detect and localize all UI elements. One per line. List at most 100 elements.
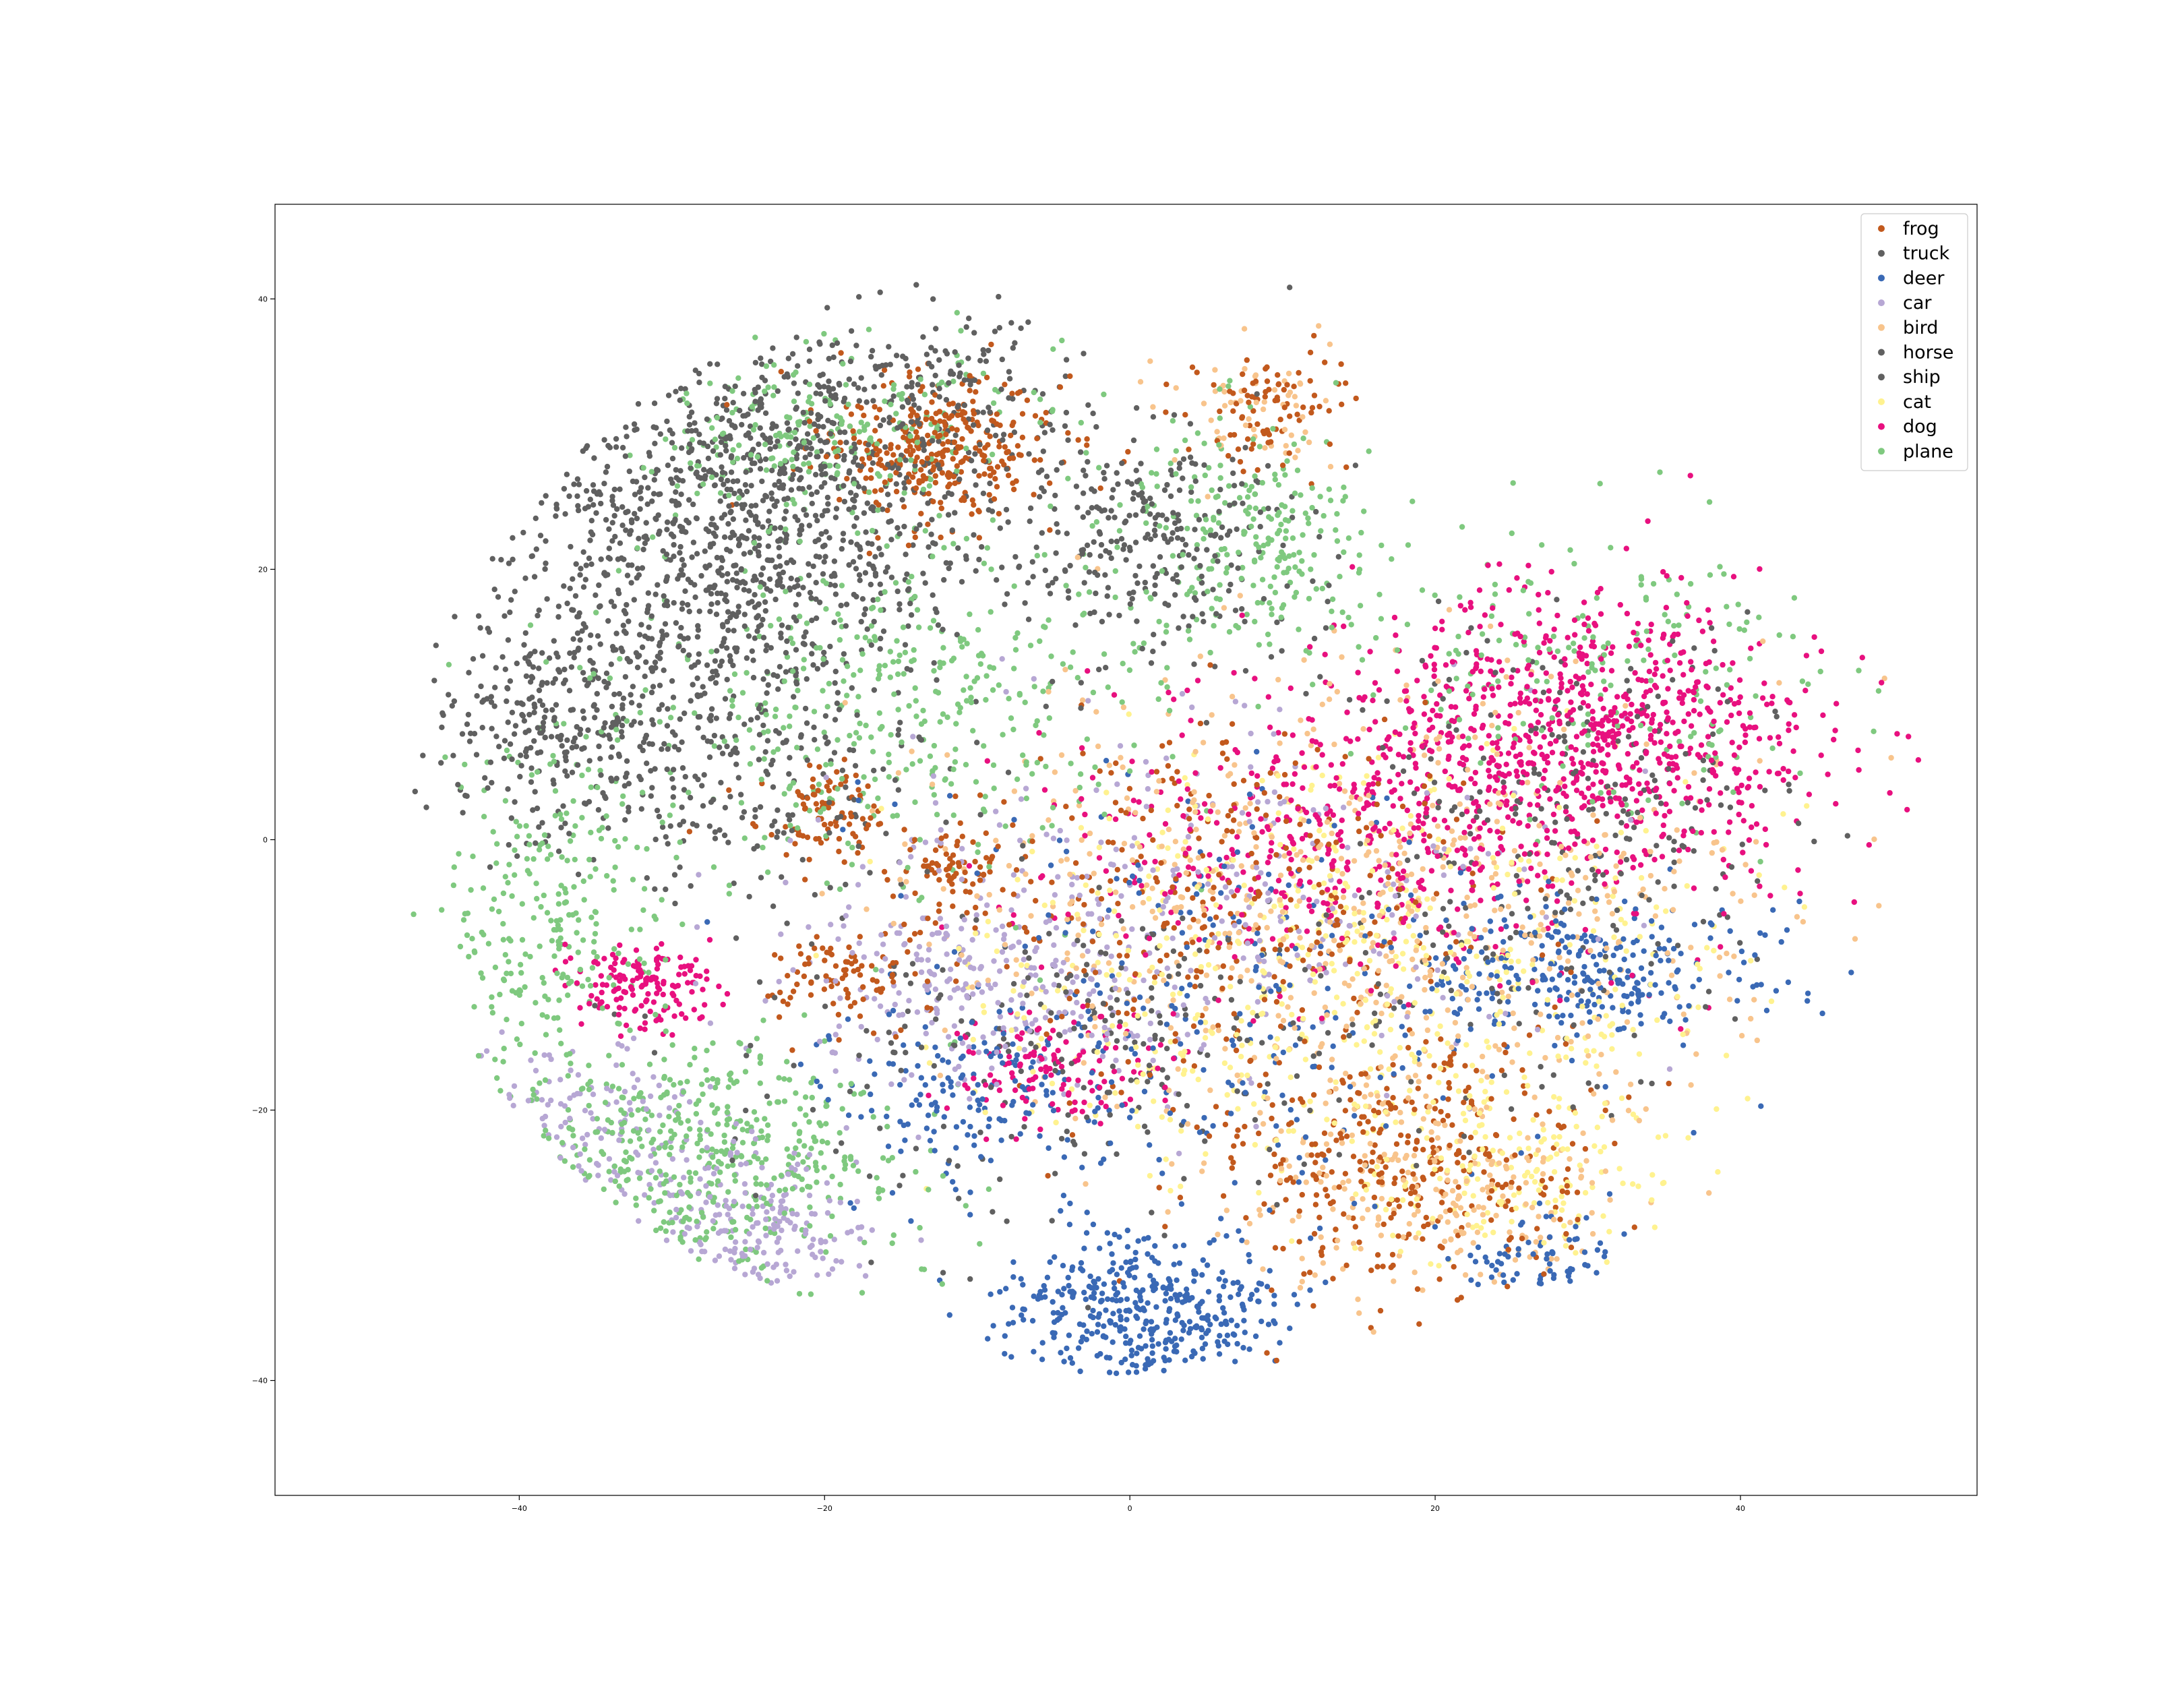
point-truck — [673, 388, 679, 394]
point-plane — [1132, 649, 1138, 655]
point-plane — [1691, 729, 1697, 736]
point-truck — [894, 525, 901, 531]
point-dog — [1536, 620, 1542, 626]
point-plane — [524, 856, 530, 862]
point-car — [1051, 942, 1057, 949]
point-truck — [696, 608, 702, 614]
point-plane — [835, 611, 841, 617]
point-plane — [748, 1124, 754, 1131]
point-frog — [1045, 1172, 1051, 1179]
point-dog — [1578, 760, 1584, 766]
point-frog — [1350, 1215, 1356, 1222]
point-truck — [1004, 591, 1010, 597]
point-horse — [653, 836, 659, 843]
point-car — [1116, 1068, 1122, 1074]
point-bird — [1152, 915, 1159, 921]
point-deer — [1141, 1326, 1147, 1332]
point-plane — [1186, 588, 1193, 594]
point-deer — [1707, 920, 1713, 926]
point-ship — [642, 674, 648, 680]
point-deer — [1009, 1305, 1016, 1311]
point-plane — [1186, 636, 1193, 643]
point-truck — [671, 533, 677, 539]
point-plane — [875, 676, 882, 682]
point-horse — [672, 900, 678, 907]
point-truck — [793, 601, 799, 608]
point-truck — [793, 405, 800, 411]
point-bird — [1515, 709, 1521, 716]
point-deer — [1641, 976, 1647, 982]
point-plane — [541, 892, 547, 899]
point-frog — [1084, 436, 1090, 442]
point-car — [1055, 874, 1061, 880]
point-truck — [864, 500, 871, 506]
point-horse — [1377, 991, 1384, 998]
point-dog — [1427, 717, 1433, 723]
point-horse — [1488, 712, 1494, 718]
point-deer — [1590, 953, 1597, 960]
point-truck — [626, 618, 632, 624]
point-truck — [1106, 612, 1112, 618]
point-ship — [644, 609, 650, 616]
point-deer — [1011, 816, 1017, 823]
point-truck — [491, 587, 497, 593]
point-bird — [1491, 860, 1497, 866]
point-cat — [1618, 1095, 1625, 1102]
point-dog — [1538, 712, 1544, 718]
point-deer — [1691, 922, 1698, 928]
point-plane — [991, 785, 997, 792]
point-deer — [932, 1147, 938, 1154]
point-deer — [1197, 1019, 1204, 1025]
point-deer — [1547, 1234, 1553, 1241]
point-car — [1392, 893, 1399, 899]
point-deer — [1128, 1046, 1134, 1052]
point-horse — [1301, 1161, 1308, 1168]
point-frog — [1387, 939, 1393, 946]
point-horse — [1157, 1020, 1163, 1026]
point-cat — [1782, 885, 1788, 891]
point-plane — [1279, 502, 1285, 508]
point-cat — [1159, 829, 1165, 835]
point-plane — [807, 423, 813, 429]
point-frog — [912, 890, 918, 897]
point-cat — [1133, 1044, 1139, 1050]
point-ship — [580, 584, 587, 590]
point-dog — [1167, 889, 1174, 895]
point-horse — [607, 736, 613, 742]
point-frog — [1271, 974, 1277, 980]
point-bird — [1244, 1239, 1250, 1245]
point-bird — [1505, 993, 1511, 1000]
point-deer — [1097, 1160, 1104, 1166]
point-truck — [1317, 674, 1323, 680]
point-horse — [839, 767, 846, 773]
point-dog — [1317, 742, 1323, 748]
point-horse — [1145, 1079, 1151, 1085]
point-dog — [1486, 773, 1493, 779]
point-dog — [1565, 845, 1572, 852]
point-horse — [1564, 892, 1570, 898]
point-bird — [1214, 429, 1220, 435]
point-cat — [1239, 1042, 1245, 1048]
point-truck — [843, 623, 849, 629]
point-cat — [1528, 1173, 1535, 1180]
point-plane — [1337, 574, 1343, 580]
point-dog — [677, 954, 684, 961]
point-plane — [1259, 479, 1266, 486]
point-truck — [621, 556, 627, 562]
point-deer — [1010, 1259, 1017, 1265]
point-dog — [1480, 694, 1486, 701]
point-plane — [1676, 738, 1682, 745]
point-horse — [1691, 645, 1697, 651]
point-dog — [1544, 852, 1550, 858]
point-deer — [1237, 1011, 1243, 1017]
point-cat — [1515, 980, 1521, 986]
point-bird — [1465, 1222, 1472, 1228]
point-frog — [1546, 1108, 1552, 1114]
point-ship — [822, 480, 828, 486]
point-dog — [1000, 1102, 1006, 1108]
point-plane — [875, 596, 881, 603]
point-plane — [1645, 646, 1651, 653]
point-plane — [533, 1000, 539, 1006]
point-car — [728, 1257, 734, 1263]
point-plane — [1202, 472, 1209, 479]
